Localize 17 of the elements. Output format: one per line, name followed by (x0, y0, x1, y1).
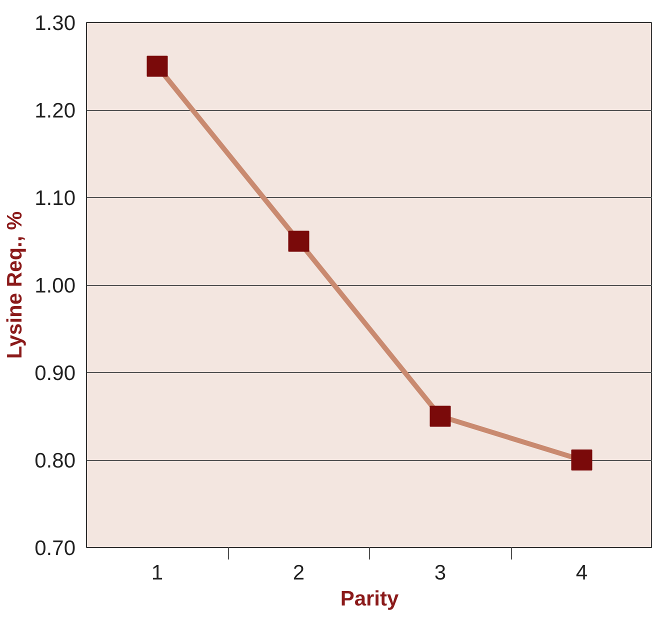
point (571, 450, 592, 470)
point (288, 230, 310, 252)
point (146, 56, 168, 77)
y-tick-label: 0.90 (34, 362, 76, 385)
y-tick-label: 0.70 (34, 537, 76, 560)
x-axis-title: Parity (340, 588, 400, 610)
y-tick-label: 1.00 (34, 274, 76, 298)
x-tick-label: 2 (292, 562, 305, 584)
y-tick-label: 1.20 (34, 100, 76, 122)
y-tick-label: 0.80 (34, 450, 76, 472)
y-tick-label: 1.10 (34, 187, 76, 210)
y-axis-title: Lysine Req., % (4, 210, 27, 359)
y-tick-label: 1.30 (34, 12, 76, 35)
x-tick-label: 3 (434, 562, 446, 584)
x-tick-label: 4 (576, 562, 588, 584)
x-tick-label: 1 (151, 562, 164, 584)
point (430, 406, 451, 427)
